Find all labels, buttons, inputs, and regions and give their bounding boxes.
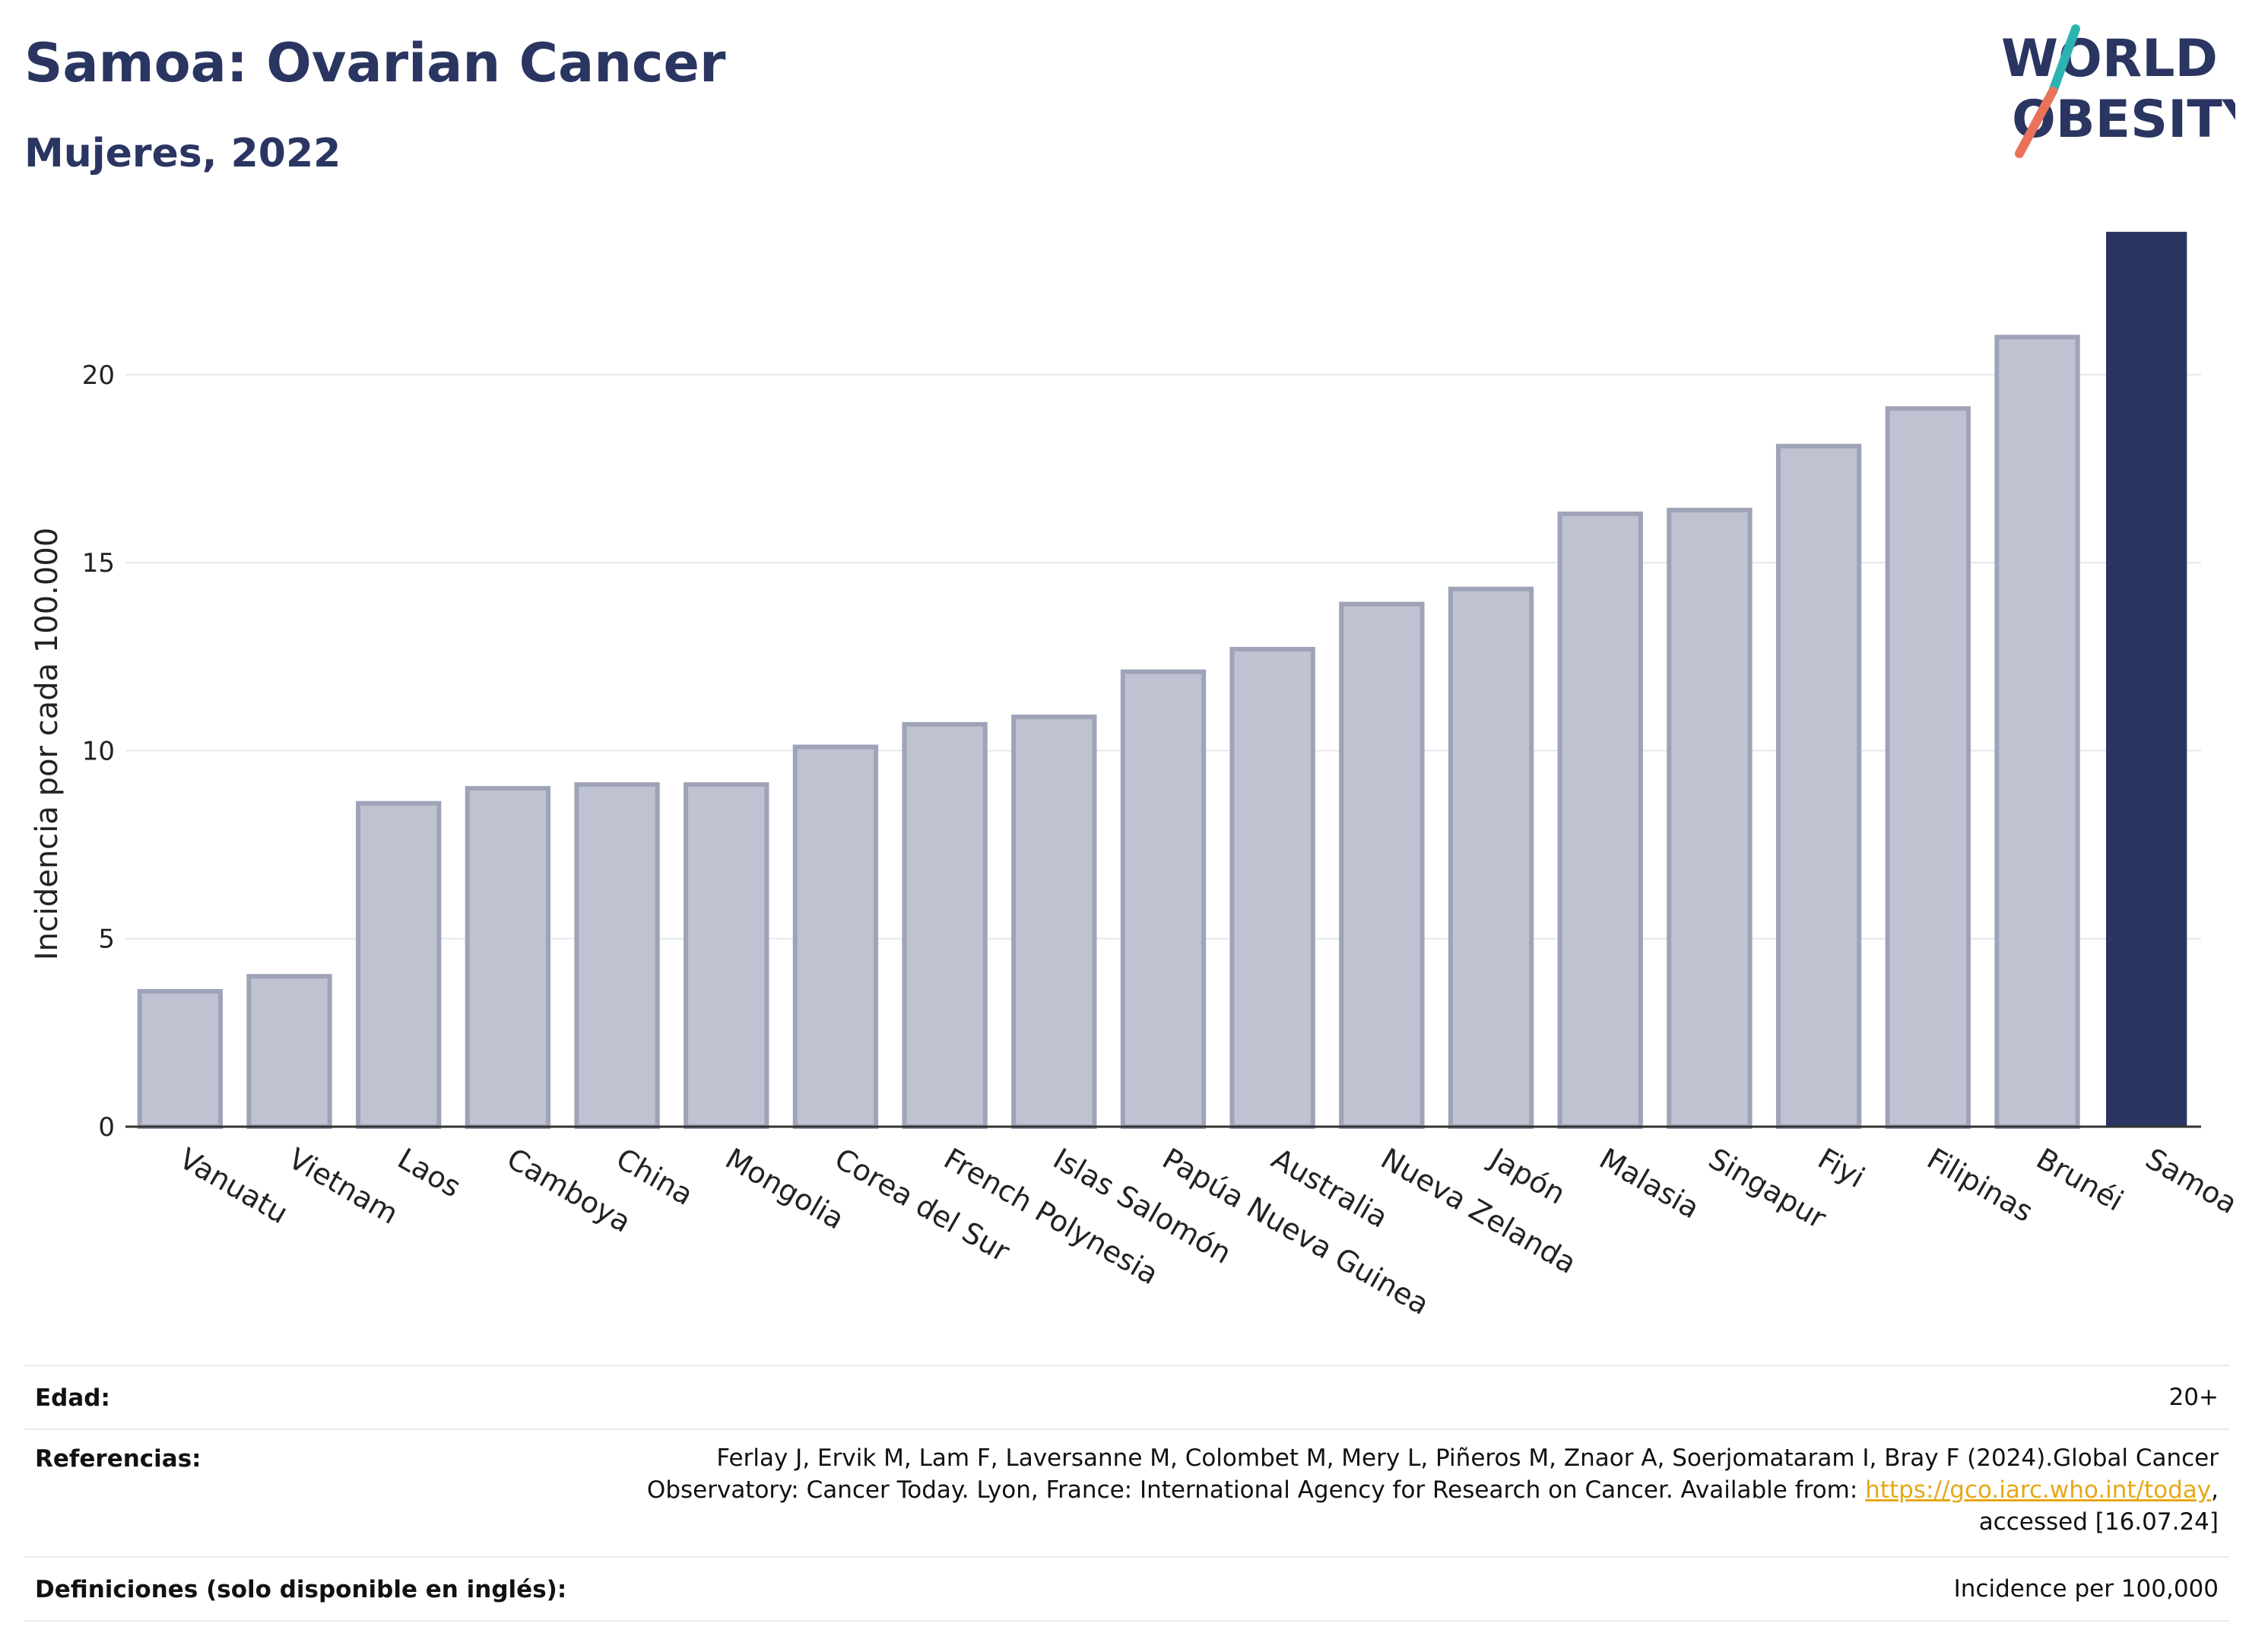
x-tick-label: Filipinas [1921, 1142, 2038, 1229]
bar-samoa [2105, 231, 2187, 1127]
bar-filipinas [1885, 406, 1971, 1129]
x-tick-label: China [611, 1142, 699, 1212]
x-tick-label: Singapur [1703, 1142, 1832, 1235]
bar-laos [356, 801, 442, 1129]
world-obesity-logo: WORLD OBESITY [2001, 24, 2235, 158]
x-tick-label: Laos [392, 1142, 467, 1204]
x-tick-label: Malasia [1594, 1142, 1705, 1226]
bar-corea-del-sur [792, 744, 879, 1129]
bar-islas-salomón [1011, 714, 1097, 1129]
y-tick-label: 20 [82, 360, 115, 391]
references-line-2-end: , [2211, 1476, 2219, 1504]
references-line-2-text: Observatory: Cancer Today. Lyon, France:… [646, 1476, 1866, 1504]
info-row-definitions: Definiciones (solo disponible en inglés)… [24, 1558, 2229, 1622]
x-tick-label: Samoa [2140, 1142, 2243, 1221]
bar-nueva-zelanda [1339, 601, 1425, 1129]
bar-french-polynesia [902, 721, 988, 1129]
x-tick-label: Mongolia [720, 1142, 850, 1236]
bar-mongolia [684, 782, 769, 1130]
y-axis: 0 5 10 15 20 [82, 360, 115, 1143]
references-label: Referencias: [35, 1445, 201, 1473]
bar-brunéi [1994, 335, 2080, 1129]
info-row-references: Referencias: Ferlay J, Ervik M, Lam F, L… [24, 1428, 2229, 1558]
bar-fiyi [1775, 443, 1862, 1129]
definitions-value: Incidence per 100,000 [1953, 1575, 2219, 1603]
info-row-age: Edad: 20+ [24, 1365, 2229, 1430]
page-title: Samoa: Ovarian Cancer [24, 32, 726, 94]
references-link[interactable]: https://gco.iarc.who.int/today [1865, 1476, 2212, 1504]
bar-malasia [1557, 511, 1643, 1129]
y-tick-label: 15 [82, 548, 115, 579]
age-value: 20+ [2168, 1384, 2219, 1411]
bar-china [574, 782, 660, 1130]
references-line-1: Ferlay J, Ervik M, Lam F, Laversanne M, … [716, 1444, 2219, 1472]
x-tick-label: Nueva Zelanda [1375, 1142, 1582, 1280]
age-label: Edad: [35, 1384, 110, 1412]
bar-japón [1448, 586, 1534, 1129]
bar-australia [1229, 646, 1315, 1129]
y-tick-label: 0 [98, 1112, 115, 1143]
bars [137, 231, 2187, 1130]
logo-line-1: WORLD [2001, 29, 2218, 89]
x-tick-label: Brunéi [2031, 1142, 2129, 1218]
definitions-label: Definiciones (solo disponible en inglés)… [35, 1576, 567, 1603]
y-tick-label: 5 [98, 924, 115, 955]
page-subtitle: Mujeres, 2022 [24, 131, 341, 176]
references-value: Ferlay J, Ervik M, Lam F, Laversanne M, … [647, 1442, 2219, 1538]
bar-vanuatu [137, 988, 224, 1129]
x-tick-label: Vietnam [283, 1142, 404, 1231]
bar-camboya [465, 785, 551, 1129]
bar-singapur [1667, 507, 1753, 1129]
references-line-3: accessed [16.07.24] [1978, 1508, 2219, 1536]
bar-vietnam [246, 974, 332, 1129]
bar-papúa-nueva-guinea [1120, 669, 1207, 1129]
x-tick-label: Japón [1483, 1141, 1571, 1211]
x-tick-label: Camboya [501, 1142, 636, 1239]
y-tick-label: 10 [82, 736, 115, 766]
references-line-2: Observatory: Cancer Today. Lyon, France:… [647, 1474, 2219, 1506]
x-tick-label: Fiyi [1813, 1142, 1870, 1194]
y-axis-label: Incidencia por cada 100.000 [30, 528, 65, 961]
x-tick-label: Vanuatu [173, 1142, 293, 1230]
